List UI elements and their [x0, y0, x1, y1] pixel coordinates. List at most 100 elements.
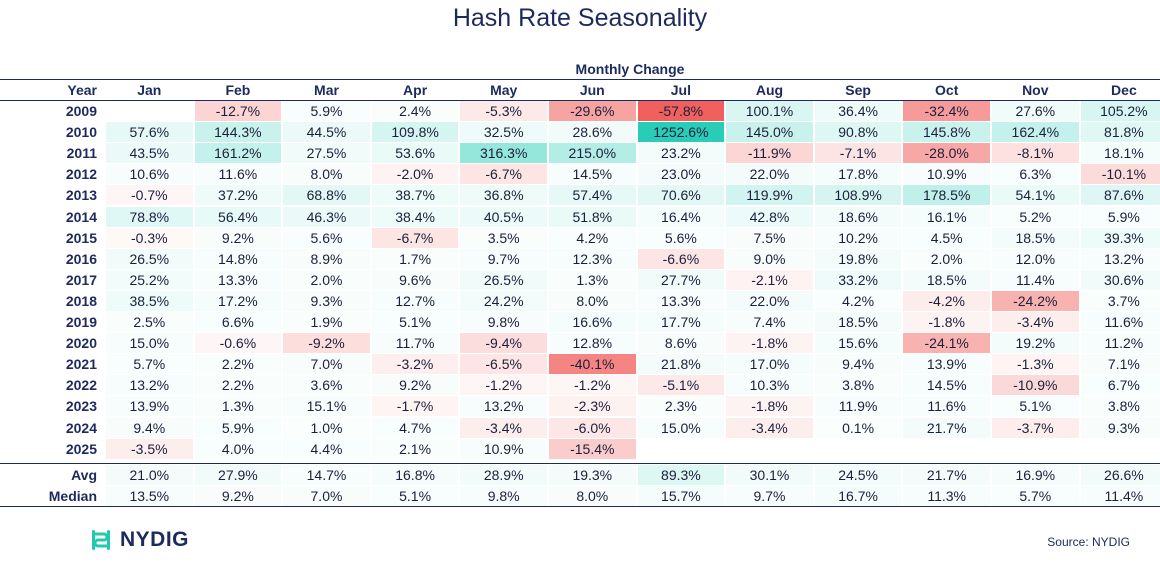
data-cell: -15.4%: [549, 438, 636, 459]
data-cell: 162.4%: [992, 122, 1079, 143]
data-cell: 14.5%: [549, 164, 636, 185]
data-cell: -40.1%: [549, 354, 636, 375]
data-cell: 44.5%: [283, 122, 370, 143]
data-cell: 15.0%: [637, 417, 725, 438]
data-cell: 23.0%: [637, 164, 725, 185]
row-label: 2024: [65, 419, 97, 436]
data-cell: 22.0%: [726, 290, 813, 311]
row-label: 2018: [65, 292, 97, 309]
data-cell: 9.7%: [460, 249, 547, 269]
data-cell: 24.5%: [814, 464, 902, 485]
month-header-feb: Feb: [225, 82, 251, 98]
data-cell: 89.3%: [637, 464, 725, 485]
data-cell: 8.6%: [638, 333, 725, 353]
data-cell: 17.2%: [194, 290, 282, 311]
data-cell: 2.5%: [106, 312, 193, 332]
data-cell: 9.2%: [195, 228, 282, 248]
row-label: 2015: [65, 229, 97, 246]
data-cell: 2.2%: [195, 354, 282, 374]
data-cell: -6.7%: [371, 227, 459, 248]
data-cell: 4.7%: [372, 418, 459, 438]
data-cell: 26.5%: [106, 248, 193, 269]
data-cell: -24.1%: [903, 333, 990, 354]
data-cell: -3.4%: [726, 417, 813, 438]
data-cell: -9.2%: [283, 333, 370, 354]
data-cell: 144.3%: [194, 122, 282, 143]
data-cell: 5.1%: [992, 396, 1079, 416]
data-cell: 5.6%: [283, 228, 370, 248]
data-cell: 12.3%: [549, 249, 636, 269]
nydig-logo-icon: [92, 530, 110, 550]
data-cell: 11.6%: [1081, 312, 1160, 332]
data-cell: 22.0%: [726, 164, 813, 185]
data-cell: -7.1%: [814, 143, 902, 164]
data-cell: 26.5%: [460, 269, 547, 290]
data-cell: 8.0%: [283, 164, 370, 184]
month-header-jul: Jul: [670, 82, 691, 98]
data-cell: 9.4%: [106, 418, 193, 438]
data-cell: 78.8%: [106, 206, 193, 227]
data-cell: 30.1%: [726, 464, 813, 485]
data-cell: 8.0%: [549, 291, 636, 311]
data-cell: -1.8%: [726, 396, 813, 417]
data-cell: 11.3%: [903, 486, 990, 506]
data-cell: -10.9%: [992, 375, 1079, 396]
data-cell: 6.6%: [195, 312, 282, 332]
summary-top-rule: [0, 463, 1160, 464]
data-cell: 7.1%: [1081, 354, 1160, 374]
data-cell: 2.0%: [283, 270, 370, 290]
data-cell: 10.9%: [460, 439, 547, 459]
data-cell: -3.4%: [992, 312, 1079, 332]
data-cell: -6.6%: [637, 248, 725, 269]
row-label: 2011: [66, 145, 97, 162]
month-header-sep: Sep: [845, 82, 871, 98]
data-cell: 100.1%: [726, 101, 813, 121]
data-cell: -32.4%: [903, 101, 990, 121]
data-cell: 5.1%: [372, 486, 459, 506]
data-cell: -57.8%: [637, 101, 725, 121]
data-cell: -5.3%: [460, 101, 547, 121]
data-cell: 39.3%: [1080, 227, 1160, 248]
data-cell: 5.1%: [372, 312, 459, 332]
row-label: Median: [48, 487, 97, 504]
data-cell: 26.6%: [1080, 464, 1160, 485]
data-cell: -0.3%: [106, 227, 193, 248]
data-cell: 81.8%: [1080, 122, 1160, 143]
row-label: 2013: [65, 187, 97, 204]
chart-title: Hash Rate Seasonality: [452, 4, 708, 32]
data-cell: 18.5%: [903, 269, 990, 290]
data-cell: 21.7%: [903, 464, 990, 485]
data-cell: 56.4%: [194, 206, 282, 227]
data-cell: 1.3%: [195, 396, 282, 416]
data-cell: -24.2%: [992, 290, 1079, 311]
row-label: 2023: [65, 398, 97, 415]
data-cell: -29.6%: [549, 101, 636, 121]
data-cell: 19.3%: [549, 464, 636, 485]
row-label: 2020: [65, 335, 97, 352]
data-cell: 21.8%: [637, 354, 725, 375]
month-header-jun: Jun: [579, 82, 605, 98]
data-cell: 3.7%: [1081, 291, 1160, 311]
data-cell: 7.0%: [283, 486, 370, 506]
row-label: 2019: [65, 314, 97, 330]
data-cell: 316.3%: [460, 143, 547, 164]
data-cell: 4.5%: [903, 228, 990, 248]
data-cell: 7.4%: [726, 312, 813, 332]
data-cell: 145.8%: [903, 122, 990, 143]
data-cell: 13.3%: [194, 269, 282, 290]
data-cell: 57.6%: [106, 122, 193, 143]
row-label: Avg: [71, 466, 97, 483]
data-cell: 5.7%: [106, 354, 193, 374]
data-cell: 3.5%: [460, 228, 547, 248]
data-cell: 21.0%: [106, 464, 193, 485]
data-cell: 4.2%: [815, 291, 902, 311]
data-cell: 27.7%: [637, 269, 725, 290]
data-cell: 90.8%: [814, 122, 902, 143]
row-label: 2022: [65, 377, 97, 394]
data-cell: 13.3%: [637, 290, 725, 311]
data-cell: 105.2%: [1080, 101, 1160, 121]
data-cell: 13.2%: [1080, 248, 1160, 269]
data-cell: 36.8%: [460, 185, 547, 206]
year-column-header: Year: [67, 82, 97, 98]
data-cell: -28.0%: [903, 143, 990, 164]
